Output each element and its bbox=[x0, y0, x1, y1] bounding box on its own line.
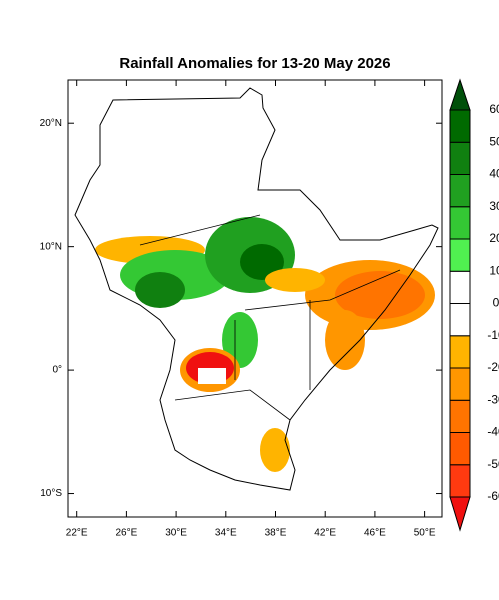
colorbar-label: 20 bbox=[489, 231, 499, 245]
colorbar-bin bbox=[449, 270, 471, 304]
colorbar-bin bbox=[449, 303, 471, 337]
colorbar-label: -60 bbox=[487, 489, 499, 503]
anomaly-patch bbox=[240, 244, 284, 280]
anomaly-field bbox=[95, 217, 435, 472]
anomaly-patch bbox=[260, 428, 290, 472]
map-frame bbox=[67, 79, 443, 518]
x-tick-label: 50°E bbox=[414, 528, 436, 539]
colorbar-label: 0 bbox=[493, 296, 499, 310]
y-tick-label: 20°N bbox=[40, 118, 62, 129]
colorbar-triangle bbox=[449, 78, 471, 111]
anomaly-patch bbox=[335, 271, 425, 319]
colorbar-bin bbox=[449, 206, 471, 240]
colorbar-bin bbox=[449, 399, 471, 433]
colorbar-label: 60 bbox=[489, 102, 499, 116]
anomaly-patch bbox=[325, 310, 365, 370]
colorbar-label: 10 bbox=[489, 263, 499, 277]
anomaly-patch bbox=[222, 312, 258, 368]
country-borders bbox=[139, 214, 401, 421]
colorbar-label: -40 bbox=[487, 425, 499, 439]
x-tick-label: 42°E bbox=[314, 528, 336, 539]
x-tick-label: 30°E bbox=[165, 528, 187, 539]
x-tick-label: 22°E bbox=[66, 528, 88, 539]
x-tick-label: 38°E bbox=[265, 528, 287, 539]
colorbar-label: -50 bbox=[487, 457, 499, 471]
x-tick-label: 46°E bbox=[364, 528, 386, 539]
colorbar-bin bbox=[449, 238, 471, 272]
anomaly-patch bbox=[265, 268, 325, 292]
y-tick-label: 0° bbox=[52, 365, 62, 376]
colorbar-bin bbox=[449, 109, 471, 143]
map-title: Rainfall Anomalies for 13-20 May 2026 bbox=[119, 55, 390, 72]
colorbar-bin bbox=[449, 432, 471, 466]
colorbar-label: 40 bbox=[489, 167, 499, 181]
x-tick-label: 34°E bbox=[215, 528, 237, 539]
y-tick-label: 10°S bbox=[40, 488, 62, 499]
colorbar-bin bbox=[449, 141, 471, 175]
colorbar-bin bbox=[449, 335, 471, 369]
colorbar-label: 50 bbox=[489, 134, 499, 148]
colorbar-bin bbox=[449, 464, 471, 498]
anomaly-patch bbox=[135, 272, 185, 308]
colorbar-label: -20 bbox=[487, 360, 499, 374]
colorbar-bin bbox=[449, 367, 471, 401]
colorbar-label: -10 bbox=[487, 328, 499, 342]
colorbar-label: 30 bbox=[489, 199, 499, 213]
colorbar-label: -30 bbox=[487, 392, 499, 406]
lake bbox=[198, 368, 226, 384]
colorbar-bin bbox=[449, 174, 471, 208]
x-tick-label: 26°E bbox=[116, 528, 138, 539]
y-tick-label: 10°N bbox=[40, 241, 62, 252]
